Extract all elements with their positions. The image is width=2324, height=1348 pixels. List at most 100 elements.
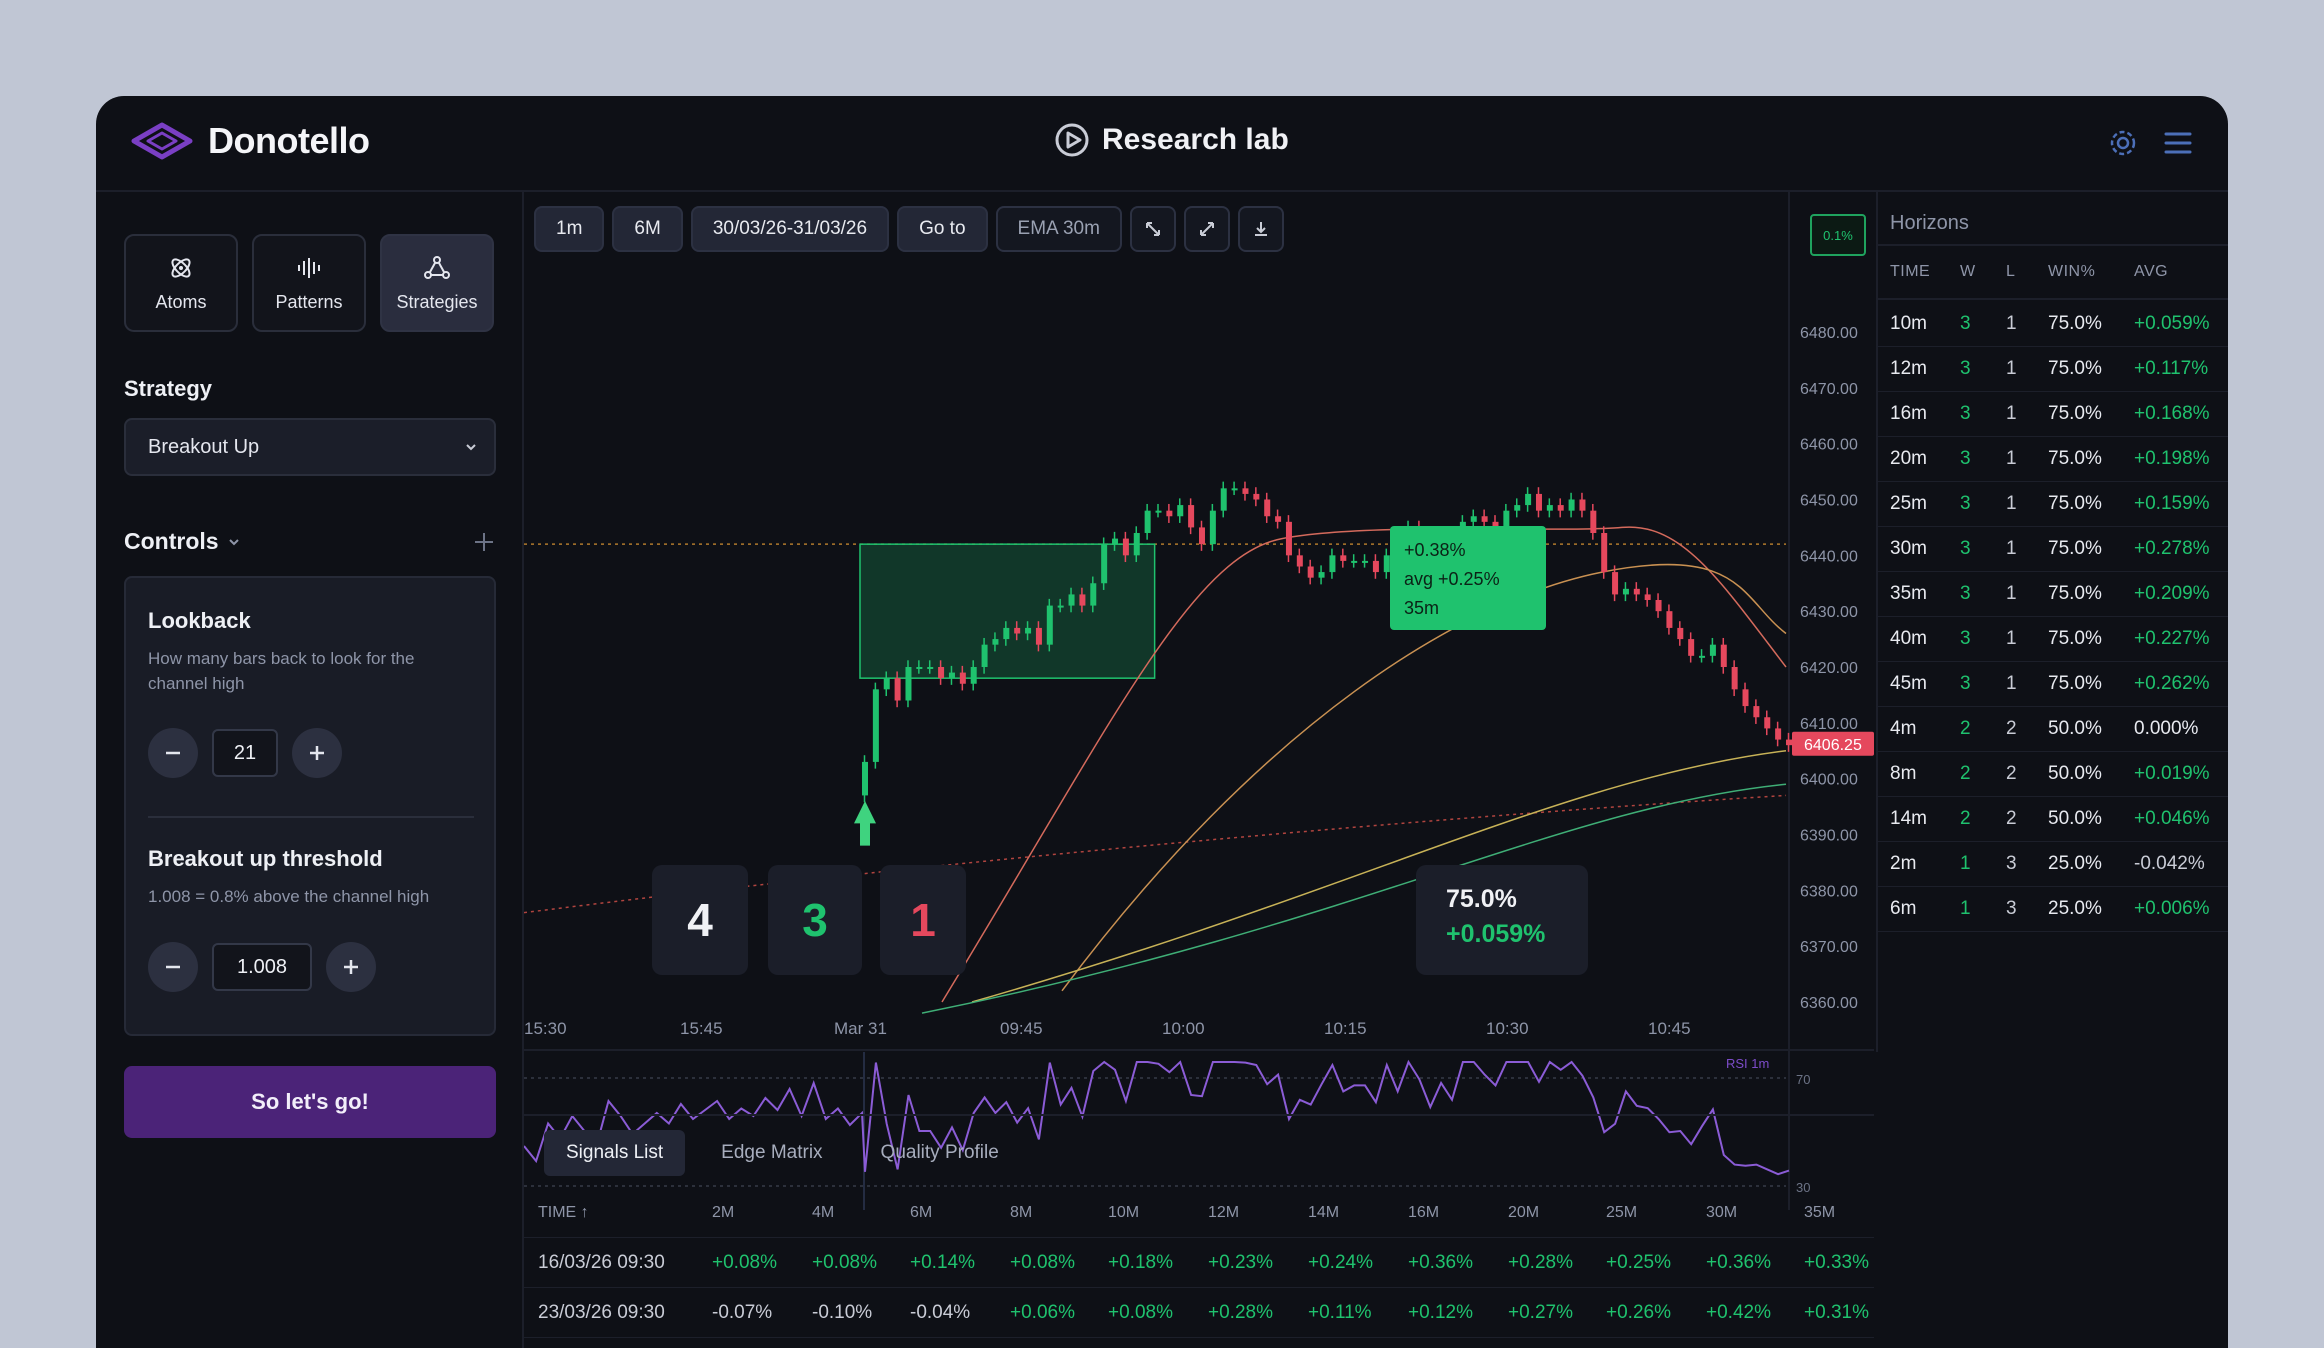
horizons-row[interactable]: 10m 3 1 75.0% +0.059%	[1878, 302, 2228, 347]
goto-button[interactable]: Go to	[897, 206, 988, 252]
x-tick-label: 09:45	[1000, 1019, 1043, 1038]
mode-patterns-button[interactable]: Patterns	[252, 234, 366, 332]
signals-cell: -0.07%	[712, 1301, 773, 1323]
y-tick-label: 6380.00	[1800, 883, 1858, 900]
gear-icon[interactable]	[2108, 128, 2138, 158]
range-button[interactable]: 6M	[612, 206, 683, 252]
threshold-increment-button[interactable]	[326, 942, 376, 992]
horizons-row[interactable]: 40m 3 1 75.0% +0.227%	[1878, 617, 2228, 662]
horizons-row[interactable]: 30m 3 1 75.0% +0.278%	[1878, 527, 2228, 572]
stat-summary: 75.0% +0.059%	[1416, 865, 1588, 975]
horizons-row[interactable]: 35m 3 1 75.0% +0.209%	[1878, 572, 2228, 617]
atom-icon	[171, 257, 191, 278]
mode-atoms-button[interactable]: Atoms	[124, 234, 238, 332]
horizons-row[interactable]: 25m 3 1 75.0% +0.159%	[1878, 482, 2228, 527]
tab-edge-matrix[interactable]: Edge Matrix	[721, 1142, 823, 1163]
signals-col-header[interactable]: 10M	[1108, 1203, 1140, 1221]
signals-row[interactable]: 23/03/26 09:30 -0.07% -0.10% -0.04% +0.06% +0…	[524, 1288, 1874, 1338]
chevron-down-icon[interactable]	[227, 535, 241, 549]
horizons-cell: 1	[2006, 538, 2017, 559]
diamond-logo-icon	[131, 122, 193, 160]
horizons-cell: 2m	[1890, 853, 1917, 874]
tab-signals-list[interactable]: Signals List	[544, 1130, 686, 1176]
signals-cell: +0.24%	[1308, 1251, 1373, 1273]
horizons-col-l[interactable]: L	[2006, 263, 2016, 280]
rsi-chart[interactable]: 70 30 RSI 1m	[524, 1052, 1874, 1210]
candle-body	[1775, 728, 1782, 740]
signals-col-header[interactable]: 25M	[1606, 1203, 1638, 1221]
candle-body	[1046, 605, 1053, 645]
x-tick-label: 10:15	[1324, 1019, 1367, 1038]
minus-icon	[166, 751, 180, 755]
signals-col-header[interactable]: 4M	[812, 1203, 835, 1221]
horizons-col-avg[interactable]: AVG	[2134, 263, 2169, 280]
horizons-row[interactable]: 12m 3 1 75.0% +0.117%	[1878, 347, 2228, 392]
lookback-decrement-button[interactable]	[148, 728, 198, 778]
signals-col-header[interactable]: 8M	[1010, 1203, 1033, 1221]
horizons-col-w[interactable]: W	[1960, 263, 1976, 280]
lookback-input[interactable]: 21	[212, 729, 278, 777]
candle-body	[1253, 493, 1260, 500]
threshold-badge[interactable]: 0.1%	[1810, 214, 1866, 256]
expand-button[interactable]	[1183, 206, 1230, 252]
signals-col-header[interactable]: 12M	[1208, 1203, 1240, 1221]
download-button[interactable]	[1237, 206, 1284, 252]
horizons-cell: 50.0%	[2048, 808, 2102, 829]
interval-button[interactable]: 1m	[534, 206, 605, 252]
signals-col-header[interactable]: 35M	[1804, 1203, 1836, 1221]
candle-body	[1525, 493, 1532, 506]
horizons-row[interactable]: 20m 3 1 75.0% +0.198%	[1878, 437, 2228, 482]
tab-quality-profile[interactable]: Quality Profile	[880, 1142, 999, 1163]
horizons-row[interactable]: 6m 1 3 25.0% +0.006%	[1878, 887, 2228, 932]
horizons-row[interactable]: 2m 1 3 25.0% -0.042%	[1878, 842, 2228, 887]
candle-body	[1633, 588, 1640, 595]
candle-body	[1188, 505, 1195, 528]
strategy-select[interactable]: Breakout Up	[124, 418, 496, 476]
ema-button[interactable]: EMA 30m	[995, 206, 1122, 252]
lookback-increment-button[interactable]	[292, 728, 342, 778]
horizons-cell: 75.0%	[2048, 583, 2102, 604]
controls-label[interactable]: Controls	[124, 528, 219, 554]
horizons-cell: 25.0%	[2048, 898, 2102, 919]
horizons-cell: 1	[2006, 403, 2017, 424]
signals-col-header[interactable]: TIME ↑	[538, 1203, 589, 1221]
horizons-row[interactable]: 14m 2 2 50.0% +0.046%	[1878, 797, 2228, 842]
horizons-row[interactable]: 4m 2 2 50.0% 0.000%	[1878, 707, 2228, 752]
logo[interactable]: Donotello	[130, 120, 370, 162]
horizons-cell: 2	[2006, 808, 2017, 829]
horizons-cell: -0.042%	[2134, 853, 2205, 874]
horizons-row[interactable]: 8m 2 2 50.0% +0.019%	[1878, 752, 2228, 797]
signals-col-header[interactable]: 14M	[1308, 1203, 1340, 1221]
horizons-cell: 3	[1960, 673, 1971, 694]
chart-toolbar: 1m 6M 30/03/26-31/03/26 Go to EMA 30m	[534, 206, 1284, 252]
threshold-decrement-button[interactable]	[148, 942, 198, 992]
candle-body	[1025, 627, 1032, 634]
collapse-button[interactable]	[1129, 206, 1176, 252]
candle-body	[1601, 533, 1608, 573]
horizons-col-time[interactable]: TIME	[1890, 263, 1931, 280]
signals-col-header[interactable]: 16M	[1408, 1203, 1440, 1221]
horizons-cell: 3	[1960, 313, 1971, 334]
horizons-row[interactable]: 16m 3 1 75.0% +0.168%	[1878, 392, 2228, 437]
signals-cell: +0.36%	[1706, 1251, 1771, 1273]
run-button[interactable]: So let's go!	[124, 1066, 496, 1138]
horizons-col-winpct[interactable]: WIN%	[2048, 263, 2096, 280]
signals-col-header[interactable]: 6M	[910, 1203, 933, 1221]
date-range-button[interactable]: 30/03/26-31/03/26	[690, 206, 890, 252]
candle-body	[1655, 600, 1662, 612]
add-control-icon[interactable]	[472, 530, 496, 554]
stat-avg: +0.059%	[1446, 920, 1546, 948]
mode-strategies-button[interactable]: Strategies	[380, 234, 494, 332]
horizons-cell: 25.0%	[2048, 853, 2102, 874]
threshold-input[interactable]: 1.008	[212, 943, 312, 991]
horizons-row[interactable]: 45m 3 1 75.0% +0.262%	[1878, 662, 2228, 707]
signals-col-header[interactable]: 2M	[712, 1203, 735, 1221]
signals-col-header[interactable]: 30M	[1706, 1203, 1738, 1221]
horizons-cell: 2	[1960, 718, 1971, 739]
horizons-cell: 1	[1960, 898, 1971, 919]
y-tick-label: 6430.00	[1800, 604, 1858, 621]
hamburger-menu-icon[interactable]	[2164, 130, 2192, 156]
signals-row[interactable]: 16/03/26 09:30 +0.08% +0.08% +0.14% +0.08% +0…	[524, 1238, 1874, 1288]
signals-col-header[interactable]: 20M	[1508, 1203, 1540, 1221]
candle-body	[1481, 516, 1488, 522]
